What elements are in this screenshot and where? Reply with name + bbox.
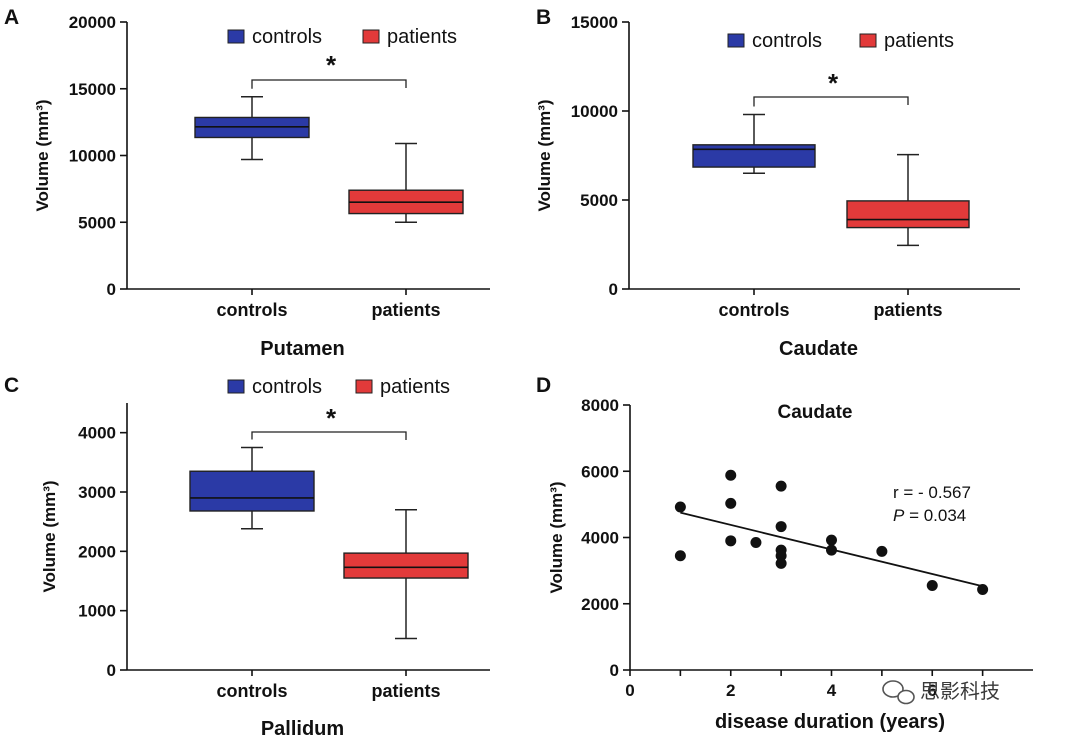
legend-swatch-controls bbox=[727, 33, 745, 48]
data-point bbox=[725, 535, 737, 547]
panel-title: Caudate bbox=[779, 338, 858, 360]
data-point bbox=[977, 584, 989, 596]
box-iqr bbox=[189, 470, 315, 512]
legend-label-patients: patients bbox=[380, 376, 450, 398]
legend-label-controls: controls bbox=[252, 376, 322, 398]
significance-star: * bbox=[828, 68, 839, 98]
watermark: 思影科技 bbox=[882, 680, 1000, 705]
data-point bbox=[674, 550, 686, 562]
panel-letter: B bbox=[536, 6, 551, 29]
data-point bbox=[775, 521, 787, 533]
x-tick-label: 6 bbox=[928, 681, 937, 700]
x-category-label: patients bbox=[371, 681, 440, 701]
legend-swatch-controls bbox=[227, 29, 245, 44]
wechat-bubble-large bbox=[882, 680, 904, 698]
y-tick-label: 6000 bbox=[581, 462, 619, 481]
legend-swatch-patients bbox=[362, 29, 380, 44]
y-tick-label: 0 bbox=[107, 280, 116, 299]
x-tick-label: 4 bbox=[827, 681, 837, 700]
box-iqr bbox=[692, 144, 816, 168]
wechat-icon bbox=[882, 680, 915, 705]
panel-c-pallidum: C 0 1000 2000 3000 4000 controls patients Volume… bbox=[4, 374, 490, 740]
box-patients bbox=[348, 142, 464, 223]
y-tick-label: 2000 bbox=[581, 595, 619, 614]
panel-b-caudate: B 0 5000 10000 15000 controls patients Volume (… bbox=[535, 6, 1020, 360]
y-axis-label: Volume (mm³) bbox=[535, 99, 554, 211]
x-category-label: controls bbox=[216, 300, 287, 320]
x-category-label: controls bbox=[216, 681, 287, 701]
x-axis-label: disease duration (years) bbox=[715, 711, 945, 733]
y-tick-label: 4000 bbox=[78, 424, 116, 443]
stat-p-value: = 0.034 bbox=[904, 506, 966, 525]
y-tick-label: 10000 bbox=[69, 147, 116, 166]
panel-a-putamen: A 0 5000 10000 15000 20000 controls patients Vol… bbox=[4, 6, 490, 360]
panel-letter: A bbox=[4, 6, 19, 29]
data-point bbox=[826, 534, 837, 546]
data-point bbox=[926, 580, 938, 592]
y-tick-label: 1000 bbox=[78, 602, 116, 621]
box-controls bbox=[189, 446, 315, 530]
legend-label-patients: patients bbox=[387, 26, 457, 48]
legend-swatch-controls bbox=[227, 379, 245, 394]
y-tick-label: 4000 bbox=[581, 529, 619, 548]
wechat-bubble-small bbox=[897, 689, 915, 705]
panel-title: Pallidum bbox=[261, 718, 344, 740]
x-category-label: patients bbox=[371, 300, 440, 320]
data-point bbox=[775, 480, 787, 492]
y-axis-label: Volume (mm³) bbox=[547, 481, 566, 593]
box-iqr bbox=[846, 200, 970, 229]
legend-swatch-patients bbox=[859, 33, 877, 48]
legend-label-patients: patients bbox=[884, 30, 954, 52]
panel-title: Putamen bbox=[260, 338, 344, 360]
y-tick-label: 15000 bbox=[571, 13, 618, 32]
x-tick-label: 0 bbox=[625, 681, 634, 700]
y-tick-label: 5000 bbox=[580, 191, 618, 210]
significance-bracket bbox=[753, 96, 909, 107]
y-tick-label: 3000 bbox=[78, 483, 116, 502]
stat-p-label: P bbox=[893, 506, 905, 525]
y-tick-label: 0 bbox=[609, 280, 618, 299]
significance-bracket bbox=[251, 79, 407, 89]
data-point bbox=[775, 557, 787, 569]
stat-r: r = - 0.567 bbox=[893, 483, 971, 502]
y-tick-label: 0 bbox=[107, 661, 116, 680]
significance-bracket bbox=[251, 431, 407, 440]
data-point bbox=[725, 469, 737, 481]
significance-star: * bbox=[326, 403, 337, 433]
data-point bbox=[725, 497, 737, 509]
significance-star: * bbox=[326, 50, 337, 80]
box-patients bbox=[846, 153, 970, 247]
box-controls bbox=[194, 96, 310, 161]
data-point bbox=[876, 545, 888, 557]
legend-label-controls: controls bbox=[752, 30, 822, 52]
watermark-text: 思影科技 bbox=[920, 680, 1000, 703]
stat-p: P = 0.034 bbox=[893, 506, 966, 525]
legend-swatch-patients bbox=[355, 379, 373, 394]
y-tick-label: 15000 bbox=[69, 80, 116, 99]
data-point bbox=[826, 544, 837, 556]
data-point bbox=[674, 501, 686, 513]
data-point bbox=[750, 536, 762, 548]
y-axis-label: Volume (mm³) bbox=[33, 99, 52, 211]
data-point bbox=[775, 550, 787, 562]
box-controls bbox=[692, 113, 816, 175]
x-category-label: controls bbox=[718, 300, 789, 320]
panel-letter: C bbox=[4, 374, 19, 397]
panel-letter: D bbox=[536, 374, 551, 397]
y-tick-label: 5000 bbox=[78, 213, 116, 232]
y-tick-label: 8000 bbox=[581, 396, 619, 415]
y-tick-label: 20000 bbox=[69, 13, 116, 32]
y-tick-label: 2000 bbox=[78, 542, 116, 561]
panel-title: Caudate bbox=[778, 402, 853, 423]
y-tick-label: 10000 bbox=[571, 102, 618, 121]
panel-d-scatter: D 0 2000 4000 6000 8000 0 2 4 6 Volume (mm³) diseas… bbox=[536, 374, 1033, 733]
x-tick-label: 2 bbox=[726, 681, 735, 700]
y-tick-label: 0 bbox=[610, 661, 619, 680]
y-axis-label: Volume (mm³) bbox=[40, 480, 59, 592]
legend-label-controls: controls bbox=[252, 26, 322, 48]
box-patients bbox=[343, 509, 469, 640]
box-iqr bbox=[343, 552, 469, 579]
x-category-label: patients bbox=[873, 300, 942, 320]
